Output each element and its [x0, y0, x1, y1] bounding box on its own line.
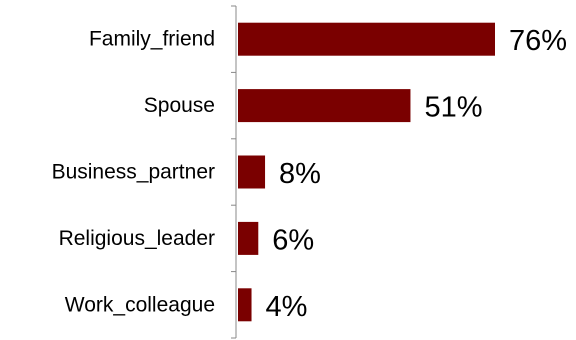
category-axis — [231, 5, 237, 339]
value-label-family-friend: 76% — [509, 25, 567, 57]
value-label-business-partner: 8% — [279, 158, 321, 190]
bar-work-colleague — [238, 288, 252, 322]
bar-religious-leader — [238, 221, 259, 255]
category-label-family-friend: Family_friend — [89, 28, 215, 51]
value-labels: 76% 51% 8% 6% 4% — [266, 25, 568, 323]
value-label-work-colleague: 4% — [266, 291, 308, 323]
category-label-work-colleague: Work_colleague — [65, 293, 215, 316]
category-label-business-partner: Business_partner — [52, 161, 215, 184]
value-label-religious-leader: 6% — [272, 224, 314, 256]
category-labels: Family_friend Spouse Business_partner Relig… — [52, 28, 215, 317]
bars — [238, 22, 495, 322]
category-label-spouse: Spouse — [144, 94, 215, 117]
value-label-spouse: 51% — [424, 92, 482, 124]
category-label-religious-leader: Religious_leader — [59, 227, 215, 250]
bar-spouse — [238, 89, 411, 123]
bar-family-friend — [238, 22, 495, 56]
bar-business-partner — [238, 155, 266, 189]
